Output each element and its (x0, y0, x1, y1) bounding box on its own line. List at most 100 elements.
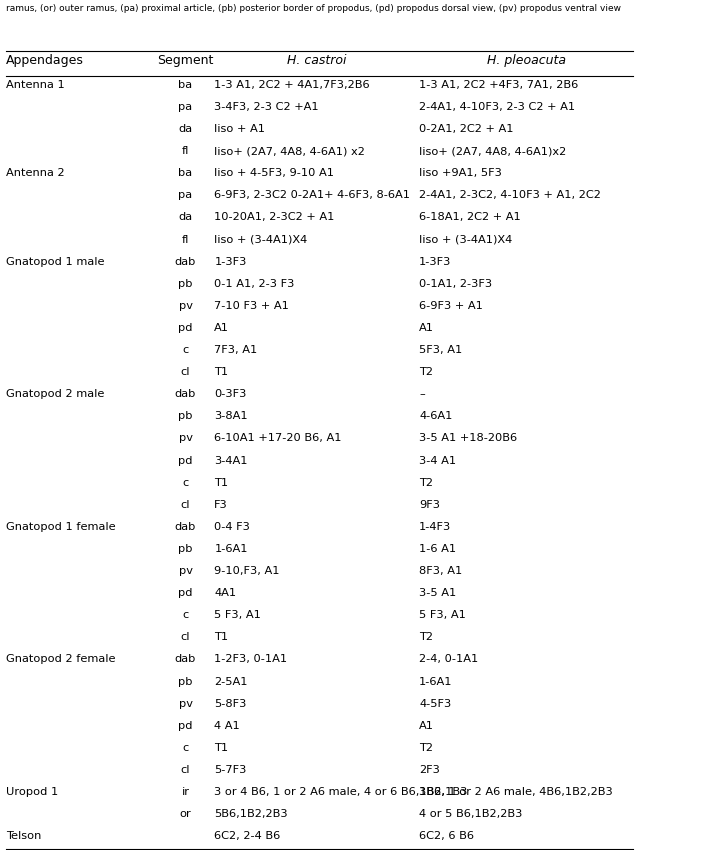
Text: 1-2F3, 0-1A1: 1-2F3, 0-1A1 (214, 654, 288, 665)
Text: c: c (182, 743, 189, 753)
Text: cl: cl (181, 367, 190, 377)
Text: 1-3F3: 1-3F3 (419, 257, 452, 267)
Text: 0-1A1, 2-3F3: 0-1A1, 2-3F3 (419, 279, 492, 289)
Text: –: – (419, 389, 425, 400)
Text: 5F3, A1: 5F3, A1 (419, 345, 462, 355)
Text: Uropod 1: Uropod 1 (6, 787, 59, 797)
Text: T2: T2 (419, 478, 433, 488)
Text: 1-4F3: 1-4F3 (419, 522, 452, 532)
Text: pb: pb (178, 544, 193, 554)
Text: 0-4 F3: 0-4 F3 (214, 522, 250, 532)
Text: 5 F3, A1: 5 F3, A1 (419, 610, 466, 620)
Text: 4-6A1: 4-6A1 (419, 411, 452, 422)
Text: ba: ba (178, 80, 192, 90)
Text: T2: T2 (419, 367, 433, 377)
Text: cl: cl (181, 500, 190, 510)
Text: 3-5 A1: 3-5 A1 (419, 588, 457, 598)
Text: pd: pd (178, 456, 193, 466)
Text: H. castroi: H. castroi (287, 54, 346, 66)
Text: ir: ir (182, 787, 190, 797)
Text: T1: T1 (214, 743, 229, 753)
Text: F3: F3 (214, 500, 228, 510)
Text: da: da (178, 212, 192, 223)
Text: 6-18A1, 2C2 + A1: 6-18A1, 2C2 + A1 (419, 212, 520, 223)
Text: liso+ (2A7, 4A8, 4-6A1)x2: liso+ (2A7, 4A8, 4-6A1)x2 (419, 146, 567, 156)
Text: c: c (182, 610, 189, 620)
Text: 5 F3, A1: 5 F3, A1 (214, 610, 261, 620)
Text: 3-4A1: 3-4A1 (214, 456, 248, 466)
Text: pb: pb (178, 279, 193, 289)
Text: 3-5 A1 +18-20B6: 3-5 A1 +18-20B6 (419, 434, 517, 444)
Text: 2-4A1, 4-10F3, 2-3 C2 + A1: 2-4A1, 4-10F3, 2-3 C2 + A1 (419, 102, 575, 112)
Text: Telson: Telson (6, 831, 42, 842)
Text: 3-4 A1: 3-4 A1 (419, 456, 456, 466)
Text: cl: cl (181, 765, 190, 775)
Text: pv: pv (178, 301, 192, 311)
Text: Appendages: Appendages (6, 54, 84, 66)
Text: pb: pb (178, 677, 193, 687)
Text: Antenna 2: Antenna 2 (6, 168, 65, 178)
Text: liso + A1: liso + A1 (214, 124, 266, 134)
Text: T1: T1 (214, 478, 229, 488)
Text: 6-9F3, 2-3C2 0-2A1+ 4-6F3, 8-6A1: 6-9F3, 2-3C2 0-2A1+ 4-6F3, 8-6A1 (214, 190, 410, 201)
Text: pv: pv (178, 699, 192, 709)
Text: pv: pv (178, 566, 192, 576)
Text: liso + 4-5F3, 9-10 A1: liso + 4-5F3, 9-10 A1 (214, 168, 334, 178)
Text: 1-3F3: 1-3F3 (214, 257, 246, 267)
Text: liso +9A1, 5F3: liso +9A1, 5F3 (419, 168, 502, 178)
Text: 1-6A1: 1-6A1 (419, 677, 452, 687)
Text: 6-10A1 +17-20 B6, A1: 6-10A1 +17-20 B6, A1 (214, 434, 342, 444)
Text: 3-4F3, 2-3 C2 +A1: 3-4F3, 2-3 C2 +A1 (214, 102, 319, 112)
Text: 10-20A1, 2-3C2 + A1: 10-20A1, 2-3C2 + A1 (214, 212, 334, 223)
Text: 4-5F3: 4-5F3 (419, 699, 452, 709)
Text: da: da (178, 124, 192, 134)
Text: c: c (182, 478, 189, 488)
Text: pd: pd (178, 588, 193, 598)
Text: 4A1: 4A1 (214, 588, 236, 598)
Text: 0-2A1, 2C2 + A1: 0-2A1, 2C2 + A1 (419, 124, 513, 134)
Text: 0-3F3: 0-3F3 (214, 389, 246, 400)
Text: 5-8F3: 5-8F3 (214, 699, 246, 709)
Text: H. pleoacuta: H. pleoacuta (486, 54, 566, 66)
Text: Gnatopod 1 female: Gnatopod 1 female (6, 522, 116, 532)
Text: 2-4, 0-1A1: 2-4, 0-1A1 (419, 654, 479, 665)
Text: Segment: Segment (158, 54, 214, 66)
Text: dab: dab (175, 257, 196, 267)
Text: Gnatopod 1 male: Gnatopod 1 male (6, 257, 105, 267)
Text: pa: pa (178, 102, 192, 112)
Text: dab: dab (175, 654, 196, 665)
Text: 1-3 A1, 2C2 +4F3, 7A1, 2B6: 1-3 A1, 2C2 +4F3, 7A1, 2B6 (419, 80, 578, 90)
Text: liso + (3-4A1)X4: liso + (3-4A1)X4 (214, 235, 307, 245)
Text: pb: pb (178, 411, 193, 422)
Text: 9F3: 9F3 (419, 500, 440, 510)
Text: pa: pa (178, 190, 192, 201)
Text: 6-9F3 + A1: 6-9F3 + A1 (419, 301, 483, 311)
Text: Antenna 1: Antenna 1 (6, 80, 65, 90)
Text: fl: fl (182, 146, 189, 156)
Text: A1: A1 (419, 721, 434, 731)
Text: ba: ba (178, 168, 192, 178)
Text: 2F3: 2F3 (419, 765, 440, 775)
Text: or: or (180, 809, 192, 819)
Text: 0-1 A1, 2-3 F3: 0-1 A1, 2-3 F3 (214, 279, 295, 289)
Text: 2-4A1, 2-3C2, 4-10F3 + A1, 2C2: 2-4A1, 2-3C2, 4-10F3 + A1, 2C2 (419, 190, 601, 201)
Text: 5B6,1B2,2B3: 5B6,1B2,2B3 (214, 809, 288, 819)
Text: 1-6 A1: 1-6 A1 (419, 544, 456, 554)
Text: liso+ (2A7, 4A8, 4-6A1) x2: liso+ (2A7, 4A8, 4-6A1) x2 (214, 146, 365, 156)
Text: 6C2, 2-4 B6: 6C2, 2-4 B6 (214, 831, 280, 842)
Text: 4 A1: 4 A1 (214, 721, 240, 731)
Text: A1: A1 (419, 323, 434, 333)
Text: 9-10,F3, A1: 9-10,F3, A1 (214, 566, 280, 576)
Text: c: c (182, 345, 189, 355)
Text: 1-6A1: 1-6A1 (214, 544, 248, 554)
Text: Gnatopod 2 male: Gnatopod 2 male (6, 389, 105, 400)
Text: 3-8A1: 3-8A1 (214, 411, 248, 422)
Text: 7F3, A1: 7F3, A1 (214, 345, 258, 355)
Text: 6C2, 6 B6: 6C2, 6 B6 (419, 831, 474, 842)
Text: 1-3 A1, 2C2 + 4A1,7F3,2B6: 1-3 A1, 2C2 + 4A1,7F3,2B6 (214, 80, 370, 90)
Text: dab: dab (175, 522, 196, 532)
Text: T2: T2 (419, 743, 433, 753)
Text: dab: dab (175, 389, 196, 400)
Text: fl: fl (182, 235, 189, 245)
Text: 3 or 4 B6, 1 or 2 A6 male, 4 or 6 B6,1B2,1B3: 3 or 4 B6, 1 or 2 A6 male, 4 or 6 B6,1B2… (214, 787, 468, 797)
